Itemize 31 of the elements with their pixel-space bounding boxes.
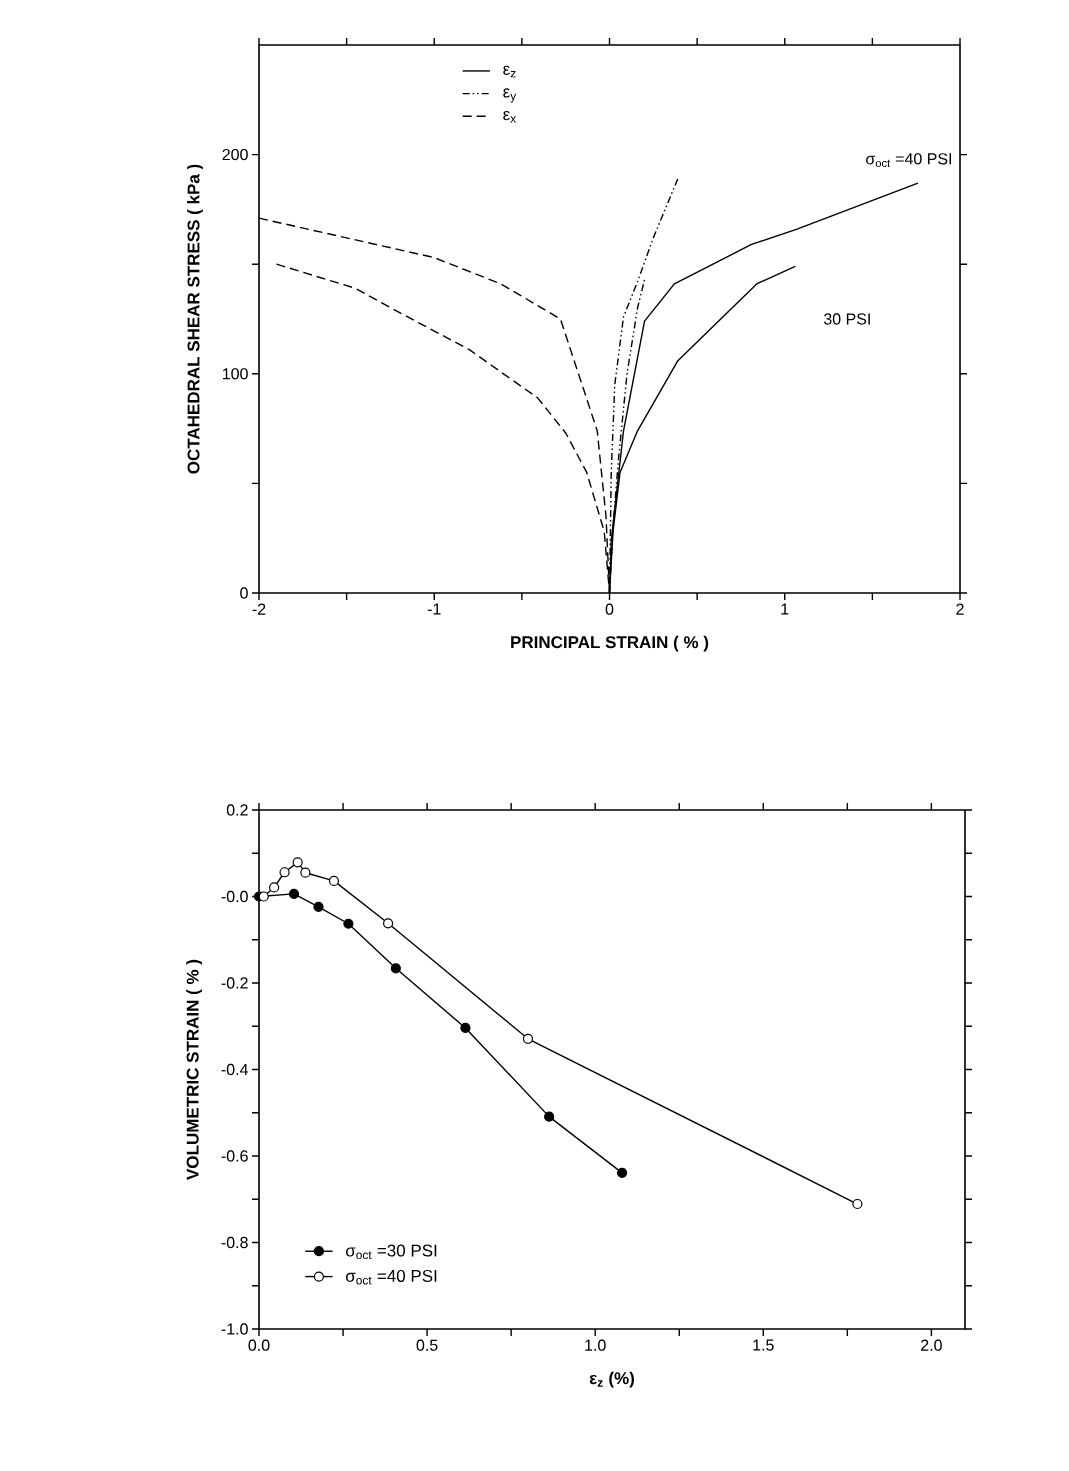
- x-tick-label: -1: [427, 603, 441, 615]
- y-tick-label: 200: [222, 148, 248, 161]
- x-axis-title: PRINCIPAL STRAIN ( % ): [511, 635, 709, 652]
- x-tick-label: 0: [605, 603, 614, 615]
- x-tick-label: -2: [252, 603, 266, 615]
- y-tick-label: -0.8: [221, 1236, 248, 1249]
- legend-label: ε$_{y}$: [503, 88, 517, 103]
- x-tick-label: 1.0: [585, 1339, 606, 1351]
- y-tick-label: 0.2: [226, 804, 248, 816]
- y-tick-label: 0: [240, 587, 248, 599]
- x-tick-label: 1.5: [753, 1339, 774, 1351]
- legend-label: ε$_{x}$: [503, 110, 517, 123]
- legend-label: σ$_{oct}$ =30 PSI: [346, 1244, 437, 1260]
- legend-label: ε$_{z}$: [503, 65, 516, 78]
- y-tick-label: -0.0: [221, 890, 248, 903]
- x-tick-label: 2.0: [921, 1339, 942, 1351]
- y-tick-label: -0.2: [221, 977, 248, 989]
- legend-label: σ$_{oct}$ =40 PSI: [346, 1269, 437, 1285]
- x-axis-title: ε$_{z}$ (%): [589, 1371, 634, 1388]
- x-tick-label: 1: [781, 603, 789, 615]
- y-tick-label: -0.4: [221, 1063, 248, 1076]
- y-tick-label: -1.0: [221, 1323, 248, 1335]
- y-tick-label: -0.6: [221, 1150, 248, 1162]
- x-tick-label: 2: [956, 603, 964, 615]
- x-tick-label: 0.0: [248, 1339, 270, 1351]
- annotation: σ$_{oct}$ =40 PSI: [866, 153, 952, 168]
- annotation: 30 PSI: [823, 313, 870, 325]
- y-tick-label: 100: [223, 368, 248, 380]
- y-axis-title: VOLUMETRIC STRAIN ( % ): [186, 959, 203, 1180]
- x-tick-label: 0.5: [416, 1339, 438, 1351]
- y-axis-title: OCTAHEDRAL SHEAR STRESS ( kPa ): [187, 164, 203, 474]
